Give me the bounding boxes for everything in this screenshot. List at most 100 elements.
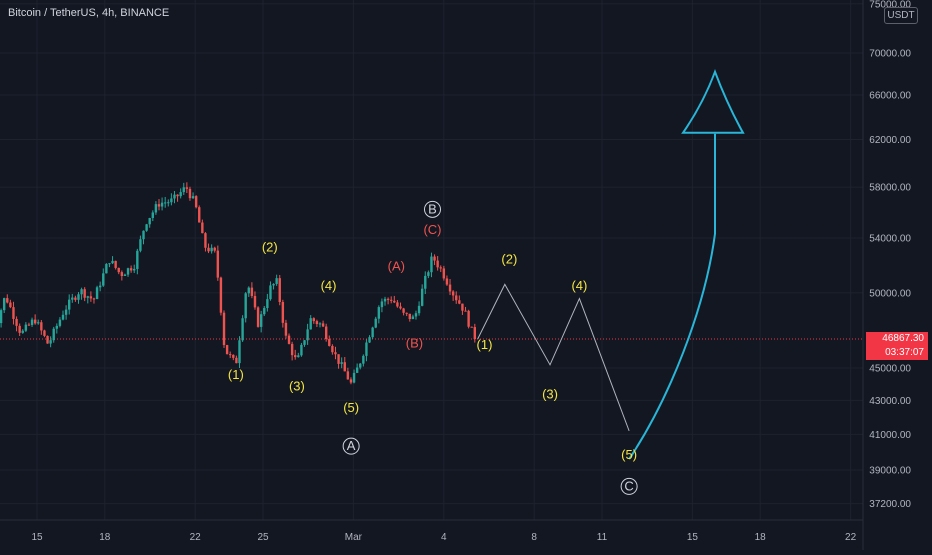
candle-body [303,340,306,345]
x-tick-label: 15 [31,532,43,543]
candle-body [244,293,247,319]
candle-body [86,296,89,298]
wave-label: (A) [388,258,405,273]
candle-body [139,239,142,251]
candle-body [9,302,12,308]
candle-body [377,307,381,319]
candle-body [278,278,281,303]
candle-body [461,303,464,311]
y-tick-label: 62000.00 [869,135,911,146]
candle-body [297,355,300,358]
candle-body [43,330,46,336]
y-tick-label: 37200.00 [869,499,911,510]
currency-unit-badge[interactable]: USDT [884,7,918,24]
candle-body [253,295,257,308]
candle-body [151,212,155,219]
candle-body [390,299,393,301]
candle-body [182,187,185,193]
candle-body [337,354,340,364]
candle-body [123,274,127,277]
candle-body [167,202,170,204]
candle-body [21,330,24,333]
candle-body [309,318,312,330]
candle-body [213,247,216,251]
candle-body [15,318,18,326]
target-arrow-head[interactable] [681,68,745,134]
candle-body [405,312,408,314]
candle-body [365,342,368,356]
x-tick-label: 18 [99,532,111,543]
candle-body [386,298,390,300]
candle-body [120,272,124,277]
candle-body [439,267,442,269]
candle-body [451,291,455,296]
candle-body [71,297,74,300]
candle-body [324,326,328,340]
candle-body [368,337,371,343]
candle-body [98,285,102,288]
candle-body [436,260,439,268]
candle-body [207,247,210,252]
candle-body [229,354,232,356]
y-tick-label: 50000.00 [869,288,911,299]
candle-body [142,230,145,240]
candle-body [306,329,309,341]
candle-body [52,328,55,341]
target-arrow-curve[interactable] [628,133,716,460]
candle-body [201,222,204,234]
candle-body [250,287,254,296]
wave-label: (C) [423,222,441,237]
candle-body [33,319,37,324]
candle-body [68,299,71,310]
candle-body [458,300,461,304]
wave-label: (2) [501,252,517,267]
candle-body [417,305,421,314]
candle-body [300,344,303,356]
candle-body [470,326,473,328]
candle-body [219,277,223,313]
candle-body [396,302,399,307]
candle-body [77,294,80,300]
wave-label-circle [342,437,360,455]
candle-body [210,247,213,252]
wave-label: A [347,438,356,453]
candle-body [247,287,250,294]
candle-body [402,308,405,313]
candle-body [108,263,111,265]
candle-body [352,372,356,383]
candle-body [272,283,275,286]
candle-body [334,352,337,355]
y-tick-label: 43000.00 [869,396,911,407]
y-tick-label: 58000.00 [869,183,911,194]
candle-body [232,354,235,358]
candle-body [256,307,260,327]
y-tick-label: 70000.00 [869,49,911,60]
candle-body [111,260,114,264]
candle-body [117,267,120,273]
candle-body [399,306,402,309]
y-tick-label: 75000.00 [869,0,911,10]
candle-body [204,233,207,248]
candle-body [154,204,158,213]
candle-body [95,287,99,300]
candle-body [80,289,83,295]
candle-body [340,362,343,364]
candle-body [30,319,34,325]
candle-body [49,340,52,344]
candle-body [126,268,130,275]
wave-label: (B) [406,336,423,351]
candle-body [136,250,139,269]
candle-body [343,362,346,372]
candle-body [185,187,189,189]
candle-body [191,196,195,199]
candle-body [383,298,387,302]
candle-body [318,323,322,325]
elliott-projection-path[interactable] [477,283,630,432]
candle-body [408,313,411,320]
x-tick-label: 25 [257,532,269,543]
candle-body [374,318,377,328]
last-price-label: 46867.30 [866,331,928,346]
candle-body [238,340,241,364]
